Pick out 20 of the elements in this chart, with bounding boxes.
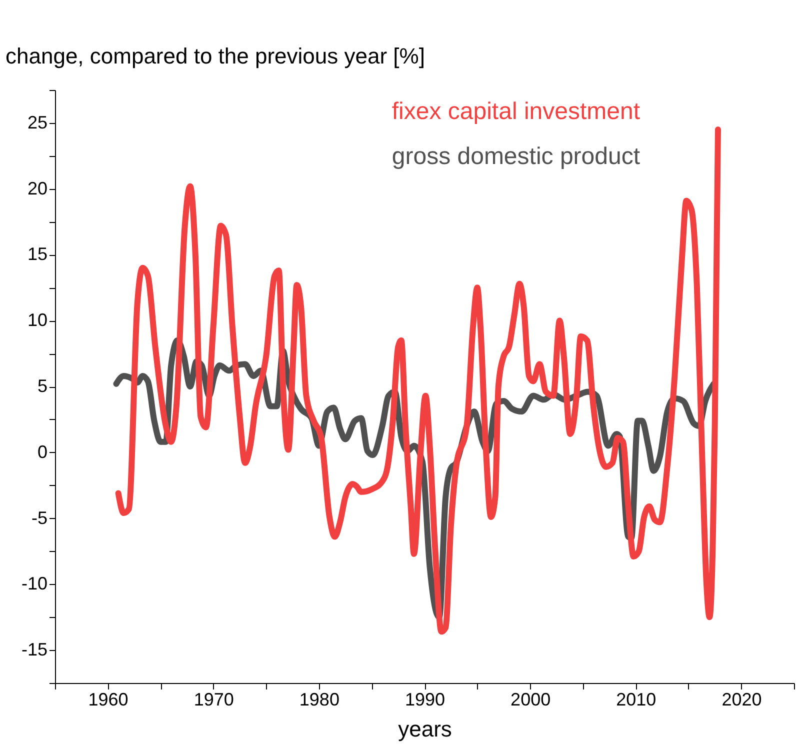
x-tick-label: 2010 <box>616 690 656 710</box>
y-tick-label: -15 <box>21 640 48 660</box>
x-tick-label: 1990 <box>404 690 446 710</box>
x-tick-label: 2020 <box>722 690 762 710</box>
x-tick-label: 1980 <box>299 690 340 710</box>
y-tick-label: 20 <box>27 178 48 198</box>
x-tick-label: 1970 <box>194 690 234 710</box>
text: fixex capital investment <box>392 98 640 125</box>
y-tick-label: 15 <box>27 244 48 264</box>
y-tick-label: -10 <box>21 574 48 594</box>
y-tick-label: 10 <box>27 310 48 330</box>
y-tick-label: 0 <box>37 442 48 462</box>
text: gross domestic product <box>392 143 640 170</box>
x-tick-label: 2000 <box>510 690 551 710</box>
x-axis-title: years <box>398 716 452 742</box>
y-axis-title: change, compared to the previous year [%] <box>6 44 425 68</box>
y-tick-label: 5 <box>37 376 48 396</box>
x-tick-label: 1960 <box>88 690 128 710</box>
y-tick-label: 25 <box>27 112 48 132</box>
y-tick-label: -5 <box>31 508 48 528</box>
